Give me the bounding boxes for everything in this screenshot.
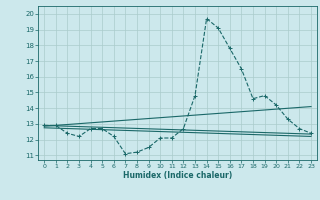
- X-axis label: Humidex (Indice chaleur): Humidex (Indice chaleur): [123, 171, 232, 180]
